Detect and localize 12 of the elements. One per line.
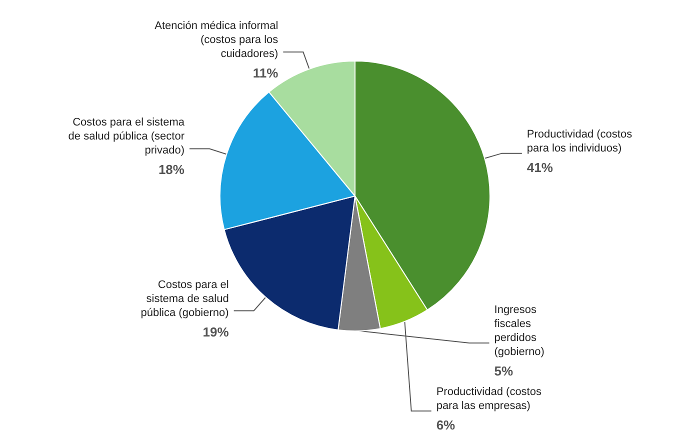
slice-label: Productividad (costos para las empresas) (436, 386, 542, 412)
data-label: 18% (158, 162, 185, 178)
data-label: 19% (202, 324, 230, 340)
slice-label: Costos para el sistema de salud pública (sector privado) (68, 116, 186, 157)
data-label: 5% (494, 364, 514, 378)
data-label: 11% (252, 66, 279, 81)
slice-label: Productividad (costos para los individuos) (526, 128, 633, 154)
data-label: 41% (526, 160, 554, 175)
slice-label: Atención médica informal (costos para los cuidadores) (154, 20, 279, 60)
slice-label: Ingresos fiscales perdidos (gobierno) (494, 304, 544, 358)
slice-label: Costos para el sistema de salud pública (gobierno) (140, 278, 229, 319)
data-label: 6% (436, 418, 456, 432)
